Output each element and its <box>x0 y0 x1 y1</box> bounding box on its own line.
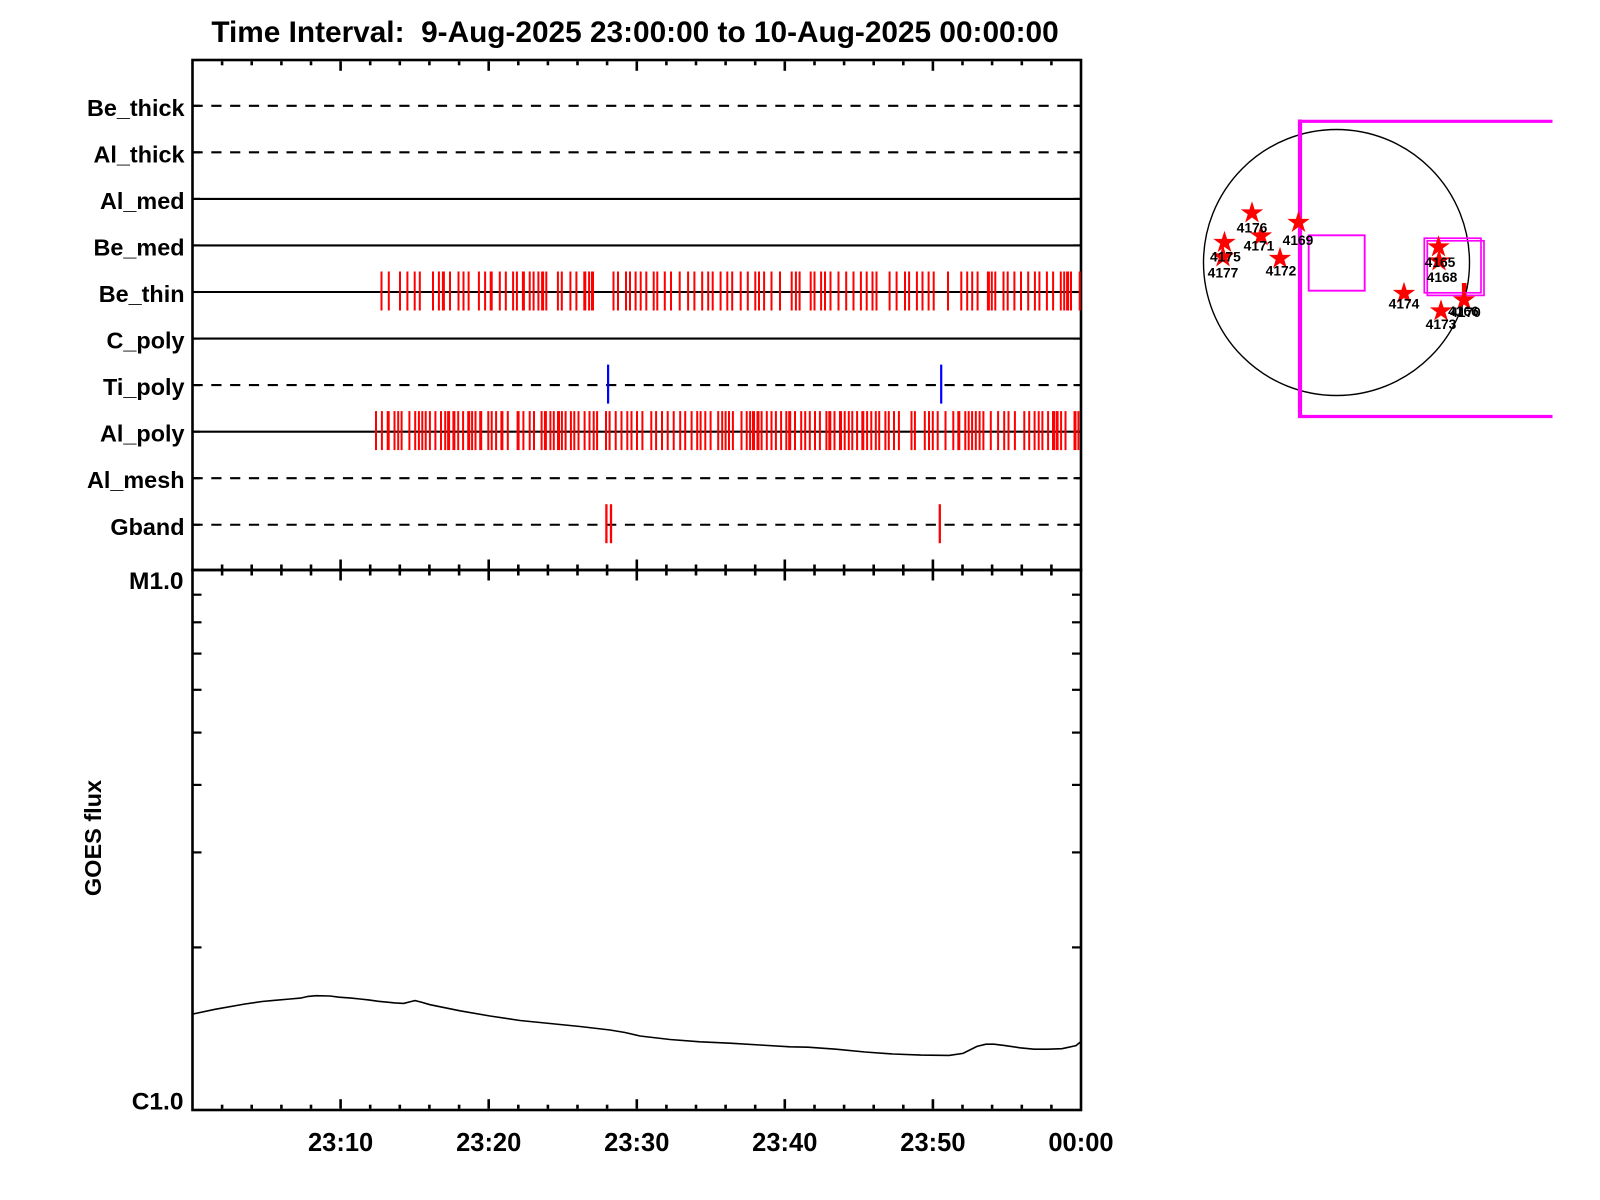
svg-text:M1.0: M1.0 <box>129 568 183 595</box>
svg-text:Gband: Gband <box>110 514 184 540</box>
svg-text:Be_thick: Be_thick <box>87 95 185 121</box>
svg-text:Al_thick: Al_thick <box>94 141 186 167</box>
svg-text:23:20: 23:20 <box>456 1129 521 1157</box>
svg-text:4177: 4177 <box>1208 265 1239 280</box>
svg-text:C_poly: C_poly <box>107 328 185 354</box>
svg-text:Al_poly: Al_poly <box>100 421 184 447</box>
svg-text:4170: 4170 <box>1450 305 1481 320</box>
svg-text:C1.0: C1.0 <box>132 1089 184 1116</box>
svg-text:4166: 4166 <box>1448 304 1479 319</box>
svg-text:4173: 4173 <box>1426 317 1457 332</box>
svg-text:4175: 4175 <box>1210 249 1241 264</box>
svg-text:23:10: 23:10 <box>308 1129 373 1157</box>
svg-text:Ti_poly: Ti_poly <box>103 374 184 400</box>
svg-text:23:50: 23:50 <box>900 1129 965 1157</box>
svg-text:00:00: 00:00 <box>1048 1129 1113 1157</box>
svg-text:Time Interval: 9-Aug-2025 23:: Time Interval: 9-Aug-2025 23:00:00 to 10… <box>211 16 1058 49</box>
svg-text:4165: 4165 <box>1425 255 1456 270</box>
svg-text:GOES flux: GOES flux <box>80 780 106 896</box>
svg-text:23:30: 23:30 <box>604 1129 669 1157</box>
svg-text:23:40: 23:40 <box>752 1129 817 1157</box>
svg-text:4176: 4176 <box>1237 221 1268 236</box>
svg-text:4171: 4171 <box>1244 239 1275 254</box>
svg-text:Be_med: Be_med <box>93 234 184 260</box>
svg-text:Be_thin: Be_thin <box>99 281 185 307</box>
svg-text:Al_mesh: Al_mesh <box>87 467 185 493</box>
svg-text:4174: 4174 <box>1389 297 1420 312</box>
svg-text:Al_med: Al_med <box>100 188 185 214</box>
svg-text:4168: 4168 <box>1427 270 1458 285</box>
svg-text:4169: 4169 <box>1283 233 1314 248</box>
svg-text:4172: 4172 <box>1266 263 1297 278</box>
